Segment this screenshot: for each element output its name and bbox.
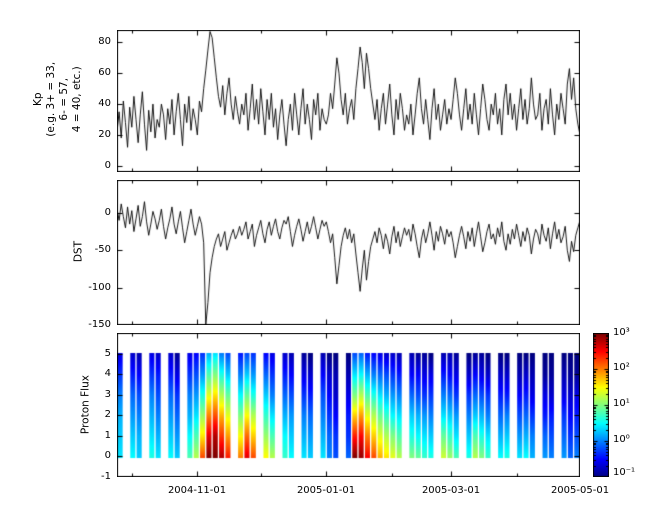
y-tick-label: -50 [94,244,111,256]
x-tick-label: 2005-01-01 [296,485,356,496]
colorbar [593,333,609,477]
y-tick-label: -100 [88,281,111,293]
y-tick-label: 3 [104,388,111,400]
kp-chart-canvas [117,30,580,172]
y-tick-label: 0 [104,159,111,171]
proton-flux-heatmap-canvas [117,333,580,477]
colorbar-tick-label: 10¹ [613,398,630,409]
x-tick-label: 2005-03-01 [421,485,481,496]
y-tick-label: -1 [101,471,111,482]
colorbar-tick-label: 10⁻¹ [613,467,636,478]
y-tick-label: 60 [98,67,111,79]
dst-chart-canvas [117,180,580,325]
x-tick-label: 2005-05-01 [550,485,610,496]
y-tick-label: 1 [104,429,111,441]
y-tick-label: 80 [98,36,111,48]
colorbar-tick-label: 10² [613,362,630,373]
y-tick-label: 40 [98,98,111,110]
y-tick-label: 0 [104,450,111,462]
y-tick-label: 2 [104,409,111,421]
x-tick-label: 2004-11-01 [167,485,227,496]
y-tick-label: 0 [104,206,111,218]
y-tick-label: 4 [104,368,111,380]
y-tick-label: -150 [88,319,111,330]
colorbar-tick-label: 10⁰ [613,434,630,445]
y-tick-label: 20 [98,128,111,140]
colorbar-tick-label: 10³ [613,327,630,338]
y-tick-label: 5 [104,347,111,359]
